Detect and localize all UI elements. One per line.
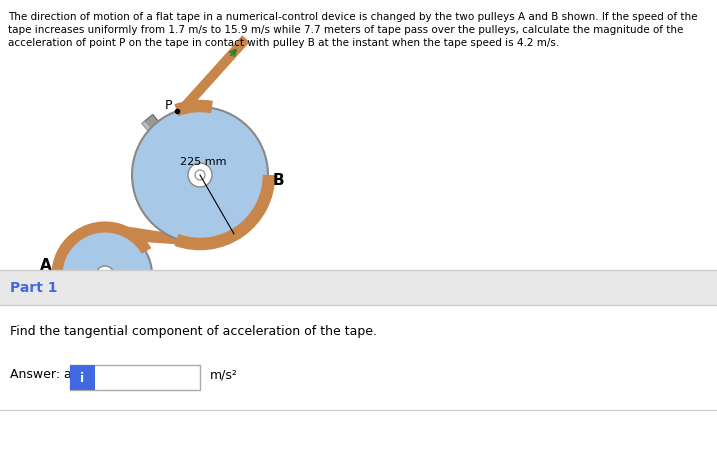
Text: Part 1: Part 1: [10, 281, 57, 295]
Polygon shape: [116, 285, 147, 321]
Circle shape: [188, 163, 212, 187]
Polygon shape: [133, 234, 211, 246]
Text: Answer: aₜ =: Answer: aₜ =: [10, 368, 90, 382]
Polygon shape: [0, 287, 64, 338]
Polygon shape: [179, 35, 250, 113]
Text: B: B: [273, 173, 285, 188]
Text: 225 mm: 225 mm: [180, 157, 227, 167]
Text: m/s²: m/s²: [210, 368, 238, 382]
Bar: [0, 270, 717, 305]
Bar: [0, 305, 717, 470]
Text: A: A: [40, 258, 52, 273]
Bar: [70, 365, 200, 390]
Circle shape: [132, 107, 268, 243]
Text: i: i: [80, 371, 84, 384]
Text: acceleration of point P on the tape in contact with pulley B at the instant when: acceleration of point P on the tape in c…: [8, 38, 559, 48]
Polygon shape: [118, 226, 181, 244]
Polygon shape: [116, 279, 154, 321]
Text: 150 mm: 150 mm: [95, 326, 141, 336]
Polygon shape: [142, 121, 180, 165]
Text: The direction of motion of a flat tape in a numerical-control device is changed : The direction of motion of a flat tape i…: [8, 12, 698, 22]
Text: Find the tangential component of acceleration of the tape.: Find the tangential component of acceler…: [10, 325, 377, 338]
Polygon shape: [142, 114, 188, 165]
Bar: [0, 0, 717, 270]
Circle shape: [101, 271, 109, 279]
Text: tape increases uniformly from 1.7 m/s to 15.9 m/s while 7.7 meters of tape pass : tape increases uniformly from 1.7 m/s to…: [8, 25, 683, 35]
Circle shape: [195, 170, 205, 180]
Text: P: P: [165, 99, 172, 112]
Circle shape: [58, 228, 152, 322]
Circle shape: [96, 266, 114, 284]
Bar: [70, 365, 95, 390]
